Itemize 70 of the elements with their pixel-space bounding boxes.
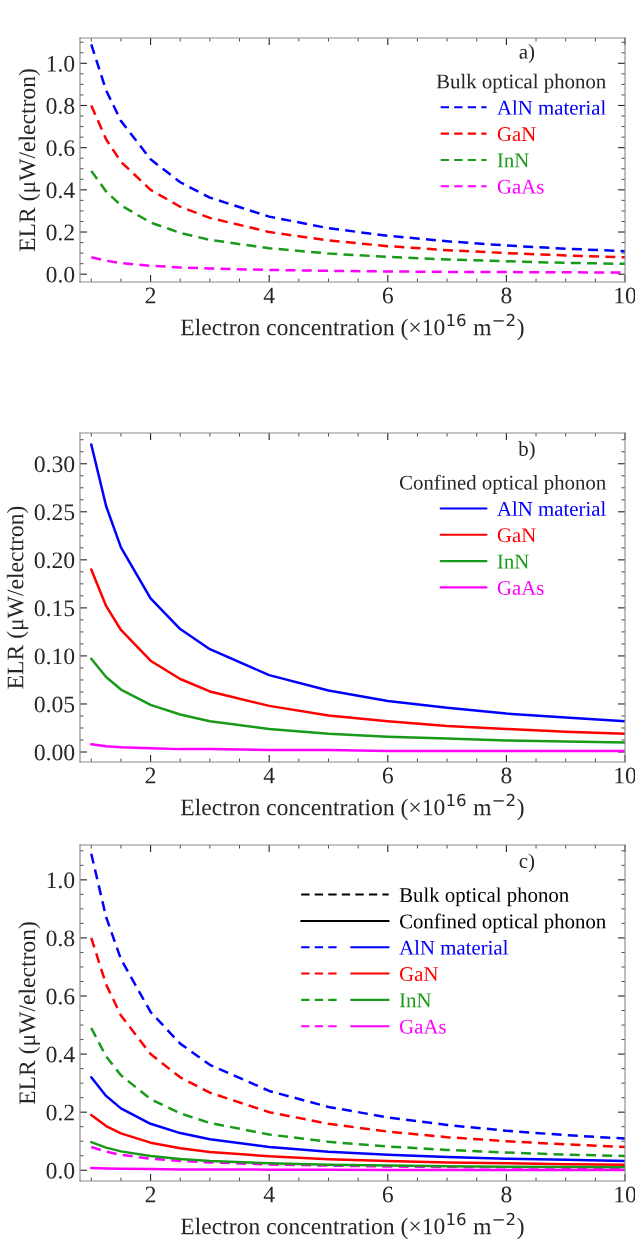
line-series	[90, 936, 625, 1149]
y-tick-label: 0.6	[46, 988, 75, 1005]
y-tick-label: 0.10	[34, 648, 75, 665]
legend-label: GaAs	[497, 179, 544, 194]
y-axis-title: ELR (μW/electron)	[18, 922, 41, 1105]
y-tick-label: 0.00	[34, 744, 75, 761]
legend-title: Bulk optical phonon	[436, 73, 606, 93]
y-tick-label: 1.0	[47, 55, 75, 72]
y-tick-label: 0.15	[34, 600, 75, 617]
legend-label: GaAs	[497, 580, 544, 595]
line-series	[90, 443, 625, 723]
x-tick-label: 6	[382, 767, 393, 784]
y-tick-label: 0.8	[46, 930, 75, 947]
legend-label: InN	[497, 554, 529, 569]
x-tick-label: 4	[263, 287, 275, 304]
y-tick-label: 0.8	[46, 97, 75, 115]
legend-label: GaN	[497, 127, 536, 142]
y-axis-title: ELR (μW/electron)	[18, 69, 41, 252]
annotation: c)	[519, 853, 535, 873]
x-tick-label: 10	[615, 287, 635, 304]
x-tick-label: 8	[501, 767, 512, 784]
legend-label: AlN material	[497, 100, 606, 115]
line-series	[90, 43, 625, 253]
line-series	[90, 1113, 625, 1166]
x-tick-label: 10	[615, 767, 635, 784]
line-series	[90, 1140, 625, 1169]
y-tick-label: 0.4	[46, 182, 75, 199]
y-tick-label: 0.2	[46, 224, 74, 241]
line-series	[90, 1076, 625, 1163]
x-tick-label: 2	[145, 1186, 156, 1203]
x-tick-label: 4	[263, 1186, 275, 1203]
x-tick-label: 8	[501, 1186, 512, 1203]
x-tick-label: 6	[382, 1186, 393, 1203]
x-axis-title: Electron concentration (×10$^{16}$ m$^{−2}$)	[180, 1212, 524, 1240]
line-series	[90, 169, 625, 266]
line-series	[90, 743, 625, 753]
y-tick-label: 0.20	[34, 552, 75, 569]
y-tick-label: 0.2	[46, 1104, 74, 1121]
y-axis-title: ELR (μW/electron)	[6, 506, 29, 689]
legend-title: Confined optical phonon	[399, 474, 606, 494]
y-tick-label: 0.6	[46, 140, 75, 157]
legend-label: AlN material	[399, 940, 509, 955]
legend-label: GaN	[497, 528, 536, 543]
line-series	[90, 852, 625, 1140]
x-tick-label: 8	[501, 287, 512, 304]
y-tick-label: 1.0	[47, 872, 75, 889]
legend-label: GaAs	[399, 1019, 446, 1034]
line-series	[90, 657, 625, 744]
y-tick-label: 0.0	[46, 1162, 75, 1179]
x-tick-label: 2	[145, 287, 156, 304]
x-axis-title: Electron concentration (×10$^{16}$ m$^{−2}$)	[180, 793, 524, 821]
line-series	[90, 568, 625, 735]
x-axis-title: Electron concentration (×10$^{16}$ m$^{−2}$)	[180, 313, 524, 341]
x-tick-label: 6	[382, 287, 393, 304]
y-tick-label: 0.30	[34, 456, 75, 473]
annotation: a)	[519, 44, 535, 63]
y-tick-label: 0.4	[46, 1046, 75, 1063]
x-tick-label: 4	[263, 767, 275, 784]
y-tick-label: 0.0	[46, 266, 75, 283]
annotation: Bulk optical phonon	[399, 887, 569, 907]
legend-label: GaN	[399, 967, 438, 982]
annotation: b)	[518, 441, 535, 461]
legend-label: AlN material	[497, 501, 606, 516]
x-tick-label: 10	[615, 1186, 635, 1203]
legend-label: InN	[399, 993, 432, 1008]
y-tick-label: 0.05	[34, 696, 75, 713]
x-tick-label: 2	[145, 767, 156, 784]
y-tick-label: 0.25	[34, 504, 75, 521]
legend-label: InN	[497, 153, 529, 168]
annotation: Confined optical phonon	[399, 913, 606, 933]
